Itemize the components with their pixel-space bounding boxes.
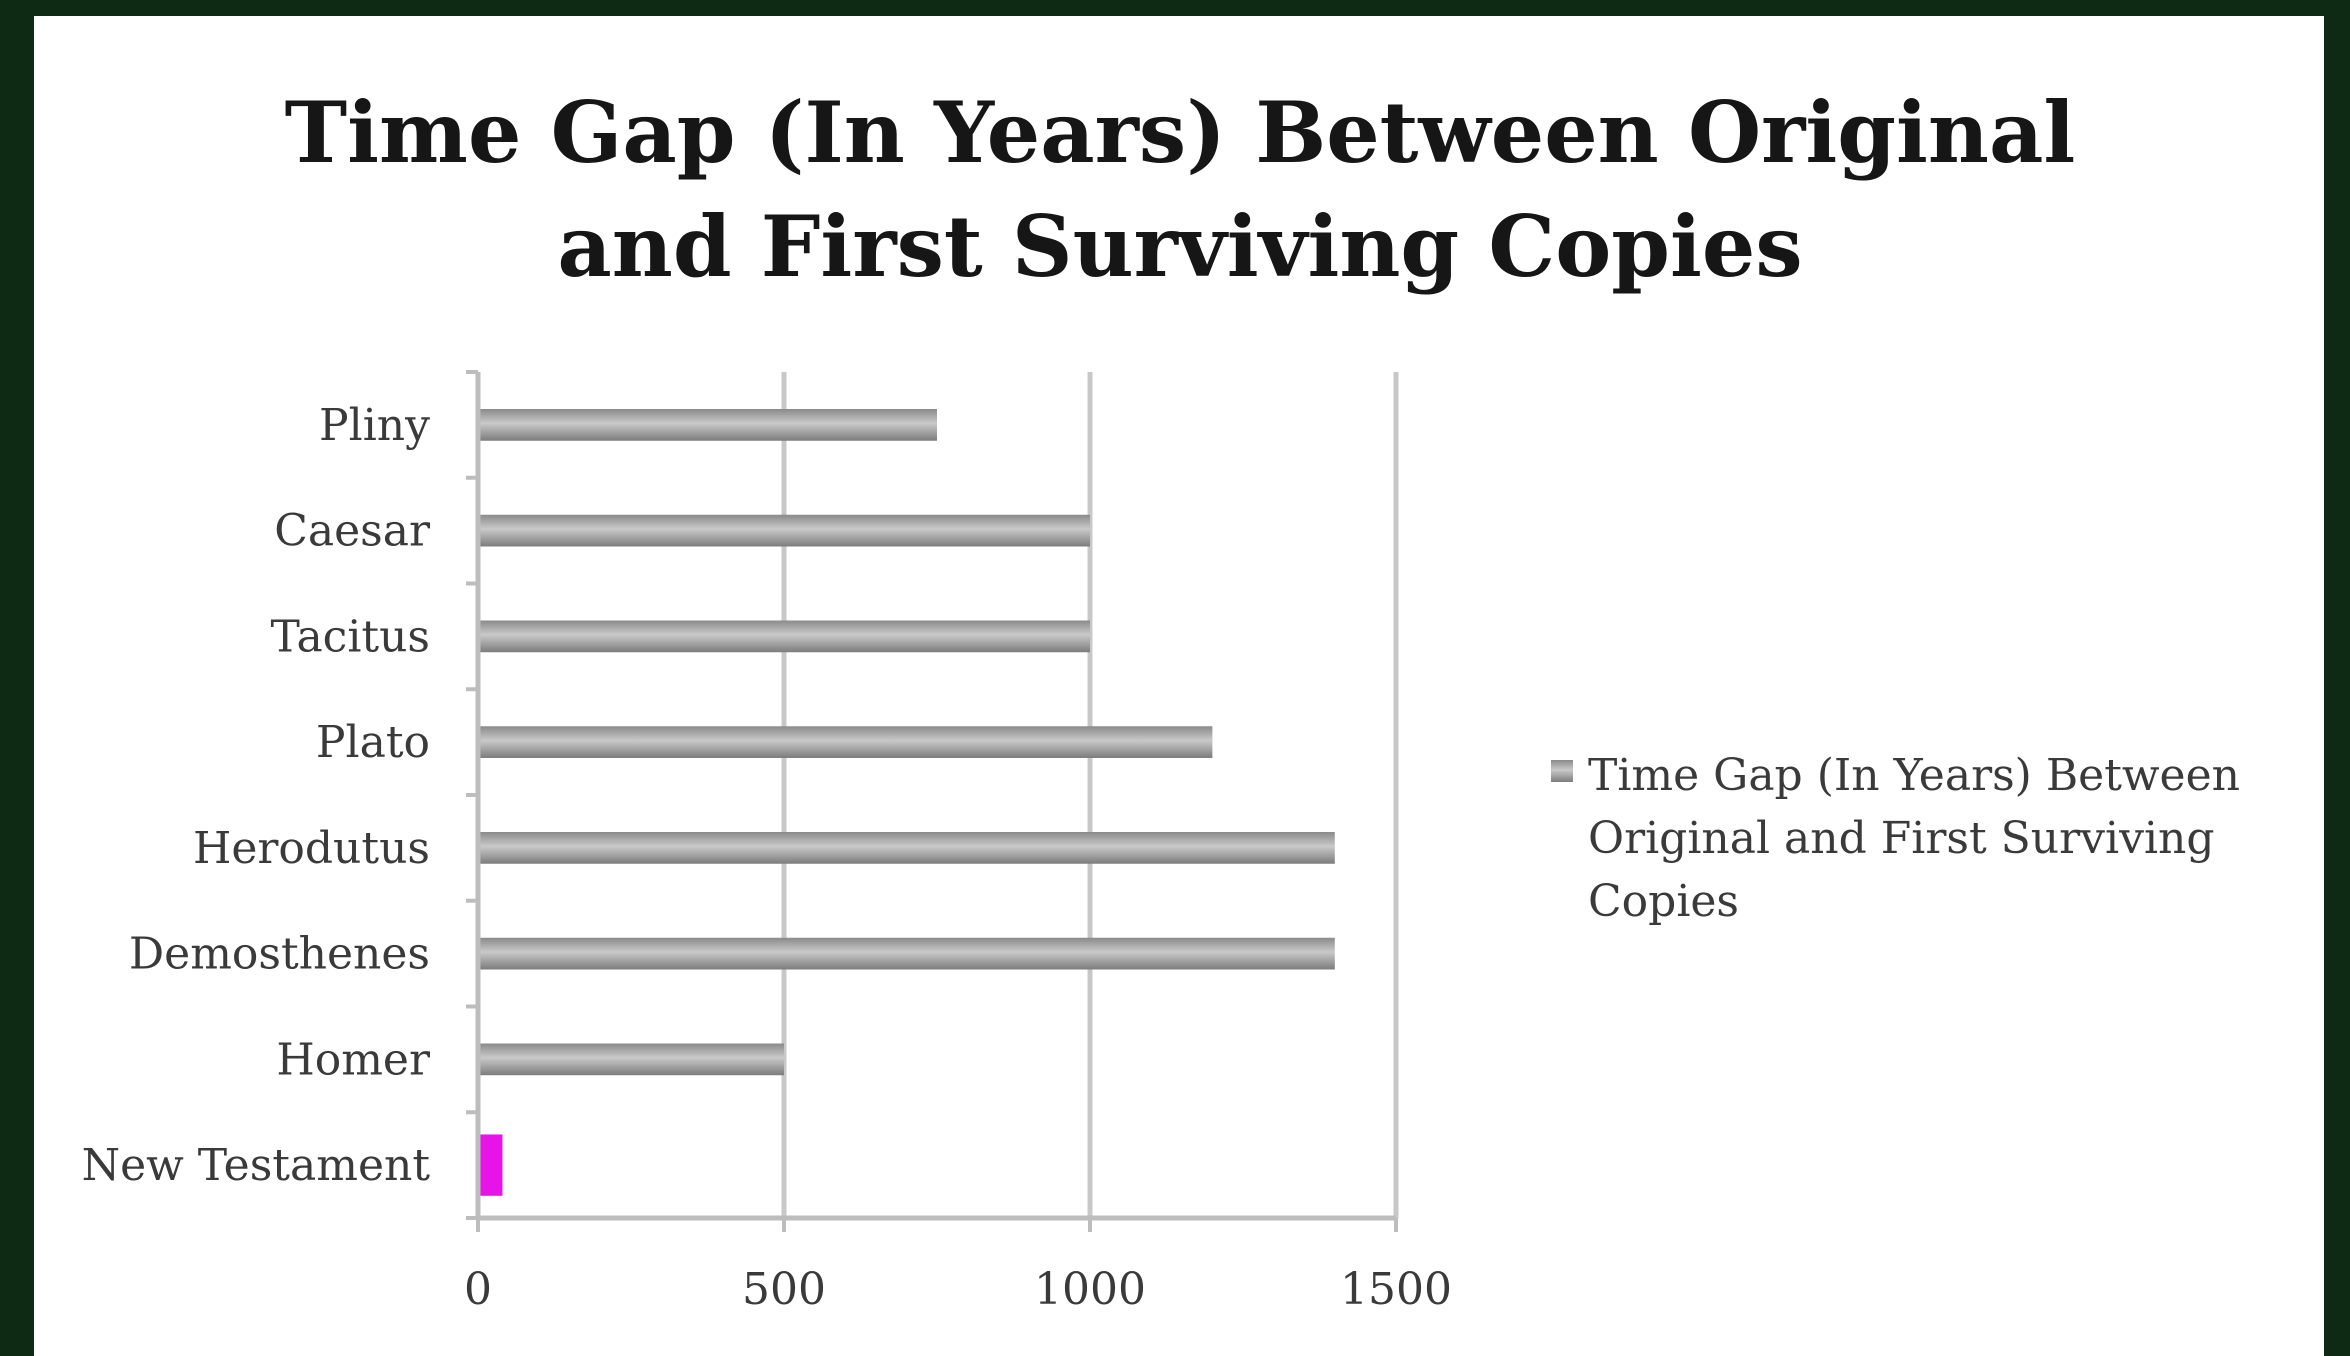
legend: Time Gap (In Years) Between Original and…: [1551, 750, 2240, 927]
category-label-plato: Plato: [316, 717, 430, 768]
axes: [466, 370, 1398, 1232]
x-tick-label-1500: 1500: [1340, 1264, 1452, 1315]
category-label-new-testament: New Testament: [82, 1140, 431, 1191]
bar-plato: [478, 726, 1213, 758]
chart-title-line-1: Time Gap (In Years) Between Original: [285, 83, 2076, 182]
x-tick-label-500: 500: [742, 1264, 826, 1315]
x-tick-labels: 0 500 1000 1500: [464, 1264, 1452, 1315]
legend-line-3: Copies: [1588, 876, 1739, 927]
category-label-caesar: Caesar: [274, 506, 431, 557]
category-label-pliny: Pliny: [319, 400, 430, 451]
legend-swatch: [1551, 760, 1573, 782]
bar-new-testament: [478, 1134, 503, 1196]
bars: [478, 409, 1335, 1196]
category-label-tacitus: Tacitus: [271, 611, 430, 662]
legend-line-1: Time Gap (In Years) Between: [1588, 750, 2240, 801]
bar-herodutus: [478, 832, 1335, 864]
chart-title-line-2: and First Surviving Copies: [557, 197, 1802, 296]
category-label-demosthenes: Demosthenes: [129, 929, 430, 980]
category-labels: Pliny Caesar Tacitus Plato Herodutus Demosthe…: [82, 400, 431, 1191]
category-label-homer: Homer: [276, 1034, 431, 1085]
bar-demosthenes: [478, 937, 1335, 970]
chart-title: Time Gap (In Years) Between Original and…: [285, 83, 2076, 296]
bar-pliny: [478, 409, 937, 441]
x-tick-label-0: 0: [464, 1264, 492, 1315]
category-label-herodutus: Herodutus: [193, 823, 430, 874]
legend-line-2: Original and First Surviving: [1588, 813, 2215, 864]
bar-tacitus: [478, 620, 1090, 653]
bar-caesar: [478, 514, 1090, 547]
bar-homer: [478, 1043, 784, 1076]
x-tick-label-1000: 1000: [1034, 1264, 1146, 1315]
gridlines: [781, 372, 1399, 1218]
chart-panel: [34, 16, 2324, 1356]
